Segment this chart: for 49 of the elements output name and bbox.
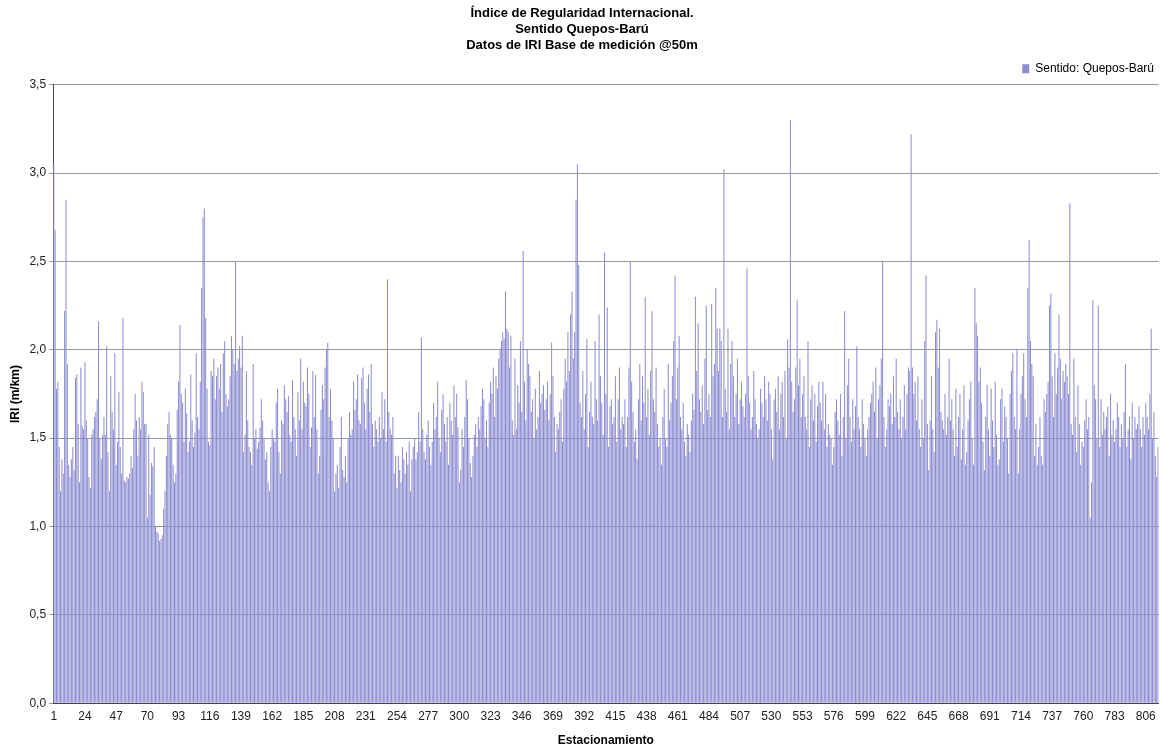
y-tick-label: 1,5	[29, 430, 47, 445]
y-tick-label: 3,0	[29, 165, 47, 180]
y-tick-label: 0,0	[29, 695, 47, 710]
x-tick-label: 323	[480, 708, 501, 723]
x-tick-label: 668	[948, 708, 969, 723]
x-axis-title: Estacionamiento	[557, 733, 654, 748]
chart-subtitle: Datos de IRI Base de medición @50m	[466, 36, 698, 52]
x-tick-label: 484	[698, 708, 720, 723]
x-tick-label: 185	[293, 708, 314, 723]
y-tick-label: 1,0	[29, 518, 47, 533]
x-tick-label: 392	[574, 708, 595, 723]
y-tick-label: 3,5	[29, 77, 47, 92]
x-tick-label: 599	[854, 708, 876, 723]
x-tick-label: 24	[78, 708, 92, 723]
y-tick-label: 0,5	[29, 607, 47, 622]
x-tick-label: 645	[917, 708, 938, 723]
x-tick-label: 461	[667, 708, 689, 723]
x-tick-label: 507	[730, 708, 751, 723]
x-tick-label: 70	[140, 708, 155, 723]
x-tick-label: 760	[1073, 708, 1094, 723]
y-axis-title: IRI (m/km)	[7, 364, 22, 424]
x-tick-label: 737	[1042, 708, 1063, 723]
x-tick-label: 530	[761, 708, 782, 723]
x-tick-label: 415	[605, 708, 626, 723]
x-tick-label: 93	[171, 708, 186, 723]
y-tick-label: 2,0	[29, 342, 47, 357]
x-tick-label: 277	[418, 708, 439, 723]
x-tick-label: 714	[1010, 708, 1032, 723]
x-tick-label: 139	[230, 708, 252, 723]
x-tick-label: 576	[823, 708, 845, 723]
x-tick-label: 254	[386, 708, 408, 723]
x-tick-label: 806	[1135, 708, 1157, 723]
x-tick-label: 1	[50, 708, 58, 723]
x-tick-label: 553	[792, 708, 813, 723]
x-tick-label: 622	[886, 708, 907, 723]
x-tick-label: 369	[542, 708, 564, 723]
chart-title: Índice de Regularidad Internacional. Sentido Quepos-Barú	[470, 5, 694, 36]
x-tick-label: 691	[979, 708, 1001, 723]
x-tick-label: 438	[636, 708, 657, 723]
x-tick-label: 346	[511, 708, 533, 723]
x-tick-label: 116	[200, 708, 220, 723]
x-tick-label: 783	[1104, 708, 1125, 723]
x-tick-label: 208	[324, 708, 345, 723]
x-tick-label: 47	[109, 708, 124, 723]
x-tick-label: 162	[262, 708, 283, 723]
x-tick-label: 300	[449, 708, 470, 723]
x-tick-label: 231	[355, 708, 377, 723]
legend-label: Sentido: Quepos-Barú	[1035, 61, 1155, 76]
y-tick-label: 2,5	[29, 253, 47, 268]
